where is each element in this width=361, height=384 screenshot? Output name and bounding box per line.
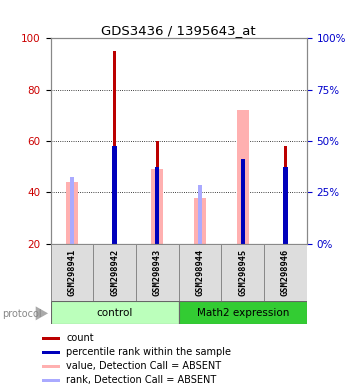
Bar — [51, 244, 93, 301]
Text: GSM298945: GSM298945 — [238, 249, 247, 296]
Text: GSM298941: GSM298941 — [68, 249, 77, 296]
Bar — [51, 301, 179, 324]
Bar — [179, 244, 221, 301]
Text: GSM298944: GSM298944 — [196, 249, 205, 296]
Bar — [283, 167, 288, 244]
Bar — [198, 185, 202, 244]
Text: GSM298946: GSM298946 — [281, 249, 290, 296]
Bar — [66, 182, 78, 244]
Bar — [136, 244, 179, 301]
Text: Math2 expression: Math2 expression — [197, 308, 289, 318]
Bar — [43, 379, 60, 382]
Text: protocol: protocol — [2, 309, 42, 319]
Text: percentile rank within the sample: percentile rank within the sample — [66, 347, 231, 357]
Bar — [43, 365, 60, 368]
Bar — [264, 244, 307, 301]
Text: count: count — [66, 333, 94, 343]
Title: GDS3436 / 1395643_at: GDS3436 / 1395643_at — [101, 24, 256, 37]
Bar — [93, 244, 136, 301]
Bar — [43, 337, 60, 340]
Text: value, Detection Call = ABSENT: value, Detection Call = ABSENT — [66, 361, 221, 371]
Bar — [156, 141, 159, 244]
Bar — [237, 110, 249, 244]
Bar — [194, 198, 206, 244]
Bar — [113, 51, 116, 244]
Bar — [113, 146, 117, 244]
Bar — [43, 351, 60, 354]
Text: control: control — [96, 308, 133, 318]
Bar — [70, 177, 74, 244]
Bar — [155, 167, 160, 244]
Polygon shape — [36, 306, 48, 320]
Bar — [284, 146, 287, 244]
Bar — [221, 244, 264, 301]
Bar — [151, 169, 163, 244]
Text: GSM298942: GSM298942 — [110, 249, 119, 296]
Bar — [179, 301, 307, 324]
Bar — [241, 159, 245, 244]
Text: GSM298943: GSM298943 — [153, 249, 162, 296]
Text: rank, Detection Call = ABSENT: rank, Detection Call = ABSENT — [66, 375, 217, 384]
